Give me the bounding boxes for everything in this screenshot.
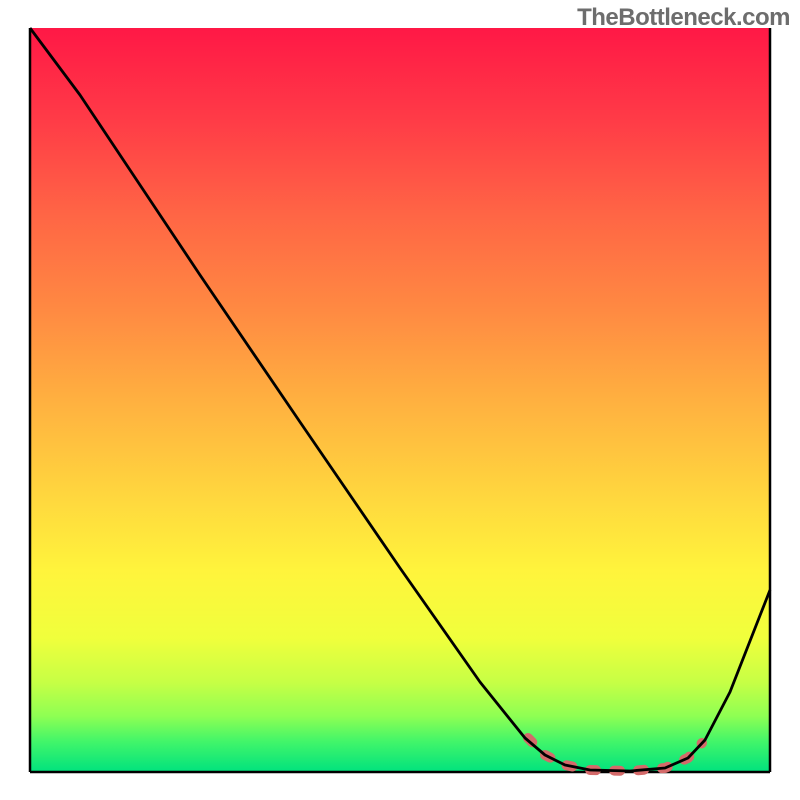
chart-background-gradient: [30, 28, 770, 772]
bottleneck-chart: [0, 0, 800, 800]
watermark-text: TheBottleneck.com: [577, 4, 790, 32]
